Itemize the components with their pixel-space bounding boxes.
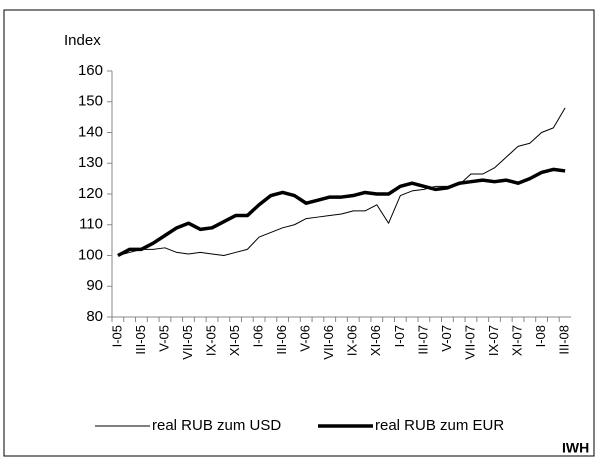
chart-frame xyxy=(3,9,595,457)
source-annotation: IWH xyxy=(562,440,589,456)
data-line xyxy=(117,167,566,258)
x-tick-label: IX-07 xyxy=(486,325,501,356)
y-tick-label: 80 xyxy=(86,308,103,325)
x-tick-label: VII-06 xyxy=(321,325,336,360)
x-tick-label: VII-05 xyxy=(180,325,195,360)
x-tick-label: I-06 xyxy=(251,325,266,347)
x-tick-label: V-07 xyxy=(439,325,454,352)
legend-label: real RUB zum EUR xyxy=(375,417,504,434)
y-tick-label: 120 xyxy=(78,185,103,202)
x-tick-label: I-07 xyxy=(392,325,407,347)
x-tick-label: XI-05 xyxy=(227,325,242,356)
legend-label: real RUB zum USD xyxy=(152,417,281,434)
x-tick-label: III-05 xyxy=(133,325,148,355)
x-tick-label: XI-06 xyxy=(368,325,383,356)
x-tick-label: III-06 xyxy=(274,325,289,355)
x-tick-label: IX-06 xyxy=(345,325,360,356)
x-tick-label: V-06 xyxy=(298,325,313,352)
x-tick-label: I-08 xyxy=(533,325,548,347)
x-tick-label: I-05 xyxy=(109,325,124,347)
y-axis-label: Index xyxy=(64,32,101,49)
y-tick-label: 150 xyxy=(78,93,103,110)
x-tick-label: VII-07 xyxy=(462,325,477,360)
y-tick-label: 90 xyxy=(86,277,103,294)
x-tick-label: III-07 xyxy=(415,325,430,355)
y-tick-label: 130 xyxy=(78,154,103,171)
y-tick-label: 140 xyxy=(78,123,103,140)
x-tick-label: IX-05 xyxy=(203,325,218,356)
data-line xyxy=(117,107,566,256)
x-tick-label: V-05 xyxy=(156,325,171,352)
y-tick-label: 110 xyxy=(79,216,103,233)
x-tick-label: XI-07 xyxy=(509,325,524,356)
x-tick-label: III-08 xyxy=(557,325,572,355)
y-tick-label: 100 xyxy=(78,246,103,263)
y-tick-label: 160 xyxy=(78,62,103,79)
